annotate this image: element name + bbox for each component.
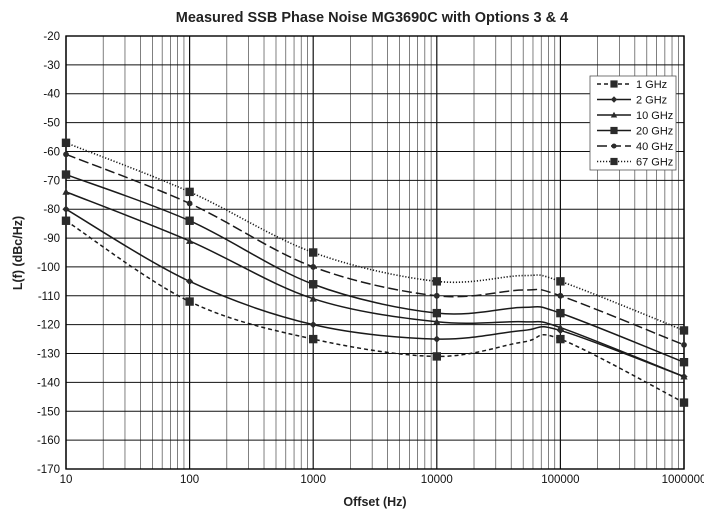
diamond-marker (62, 205, 70, 213)
square-marker (61, 216, 71, 225)
y-tick-label: -60 (43, 146, 60, 158)
y-tick-label: -120 (37, 320, 60, 332)
square-marker (185, 297, 194, 306)
circle-marker (186, 200, 193, 207)
legend-label: 10 GHz (636, 110, 673, 122)
y-tick-label: -80 (43, 204, 60, 216)
y-tick-label: -90 (43, 233, 60, 245)
circle-marker (611, 143, 617, 149)
legend-item: 10 GHz (597, 110, 673, 122)
series-10-ghz (62, 188, 688, 380)
legend-label: 40 GHz (636, 141, 673, 153)
square-marker (556, 308, 565, 318)
y-tick-label: -40 (43, 89, 60, 101)
circle-marker (557, 292, 564, 299)
triangle-marker (433, 318, 441, 325)
triangle-marker (680, 373, 688, 380)
square-marker (556, 334, 565, 344)
square-marker (185, 216, 194, 225)
square-marker (309, 248, 318, 257)
square-marker (309, 334, 318, 344)
y-tick-label: -100 (37, 262, 60, 274)
diamond-marker (309, 321, 317, 329)
y-tick-label: -170 (37, 464, 60, 476)
tick-labels: -20 -30 -40 -50 -60 -70 -80 -90 -100 -110 -120 -130… (37, 31, 704, 486)
legend-item: 40 GHz (597, 141, 673, 153)
circle-marker (681, 341, 687, 348)
diamond-marker (433, 335, 441, 343)
x-tick-label: 10 (60, 474, 73, 486)
square-marker (610, 126, 618, 135)
y-tick-label: -30 (43, 60, 60, 72)
legend-item: 2 GHz (597, 95, 667, 107)
square-marker (679, 326, 689, 335)
x-tick-label: 100000 (541, 474, 579, 486)
triangle-marker (556, 323, 564, 331)
grid (65, 35, 685, 470)
diamond-marker (186, 277, 194, 285)
y-tick-label: -140 (37, 377, 60, 389)
square-marker (679, 357, 689, 367)
series-67-ghz (61, 138, 689, 335)
x-axis-title: Offset (Hz) (343, 495, 406, 509)
square-marker (556, 277, 565, 286)
triangle-marker (62, 188, 70, 195)
chart-title: Measured SSB Phase Noise MG3690C with Op… (176, 10, 568, 26)
x-tick-label: 100 (180, 474, 199, 486)
legend-box (589, 75, 677, 171)
y-tick-label: -50 (43, 118, 60, 130)
square-marker (432, 352, 441, 361)
square-marker (610, 80, 618, 88)
legend: 1 GHz 2 GHz 10 GHz 20 GHz 40 GHz 67 GHz (589, 75, 677, 171)
triangle-marker (309, 295, 317, 302)
y-tick-label: -70 (43, 175, 60, 187)
x-tick-label: 1000 (300, 474, 326, 486)
square-marker (61, 170, 71, 179)
circle-marker (310, 264, 317, 270)
square-marker (309, 280, 318, 289)
x-tick-label: 10000 (421, 474, 453, 486)
y-tick-label: -20 (43, 31, 60, 43)
triangle-marker (186, 237, 194, 244)
circle-marker (433, 292, 440, 299)
legend-label: 2 GHz (636, 95, 667, 107)
y-tick-label: -130 (37, 349, 60, 361)
square-marker (432, 308, 441, 318)
square-marker (610, 157, 618, 166)
series-layer (61, 138, 689, 407)
series-line (65, 220, 685, 404)
legend-label: 20 GHz (636, 126, 673, 138)
series-1-ghz (61, 216, 689, 407)
y-tick-label: -150 (37, 406, 60, 418)
legend-label: 1 GHz (636, 79, 667, 91)
square-marker (185, 187, 194, 197)
y-tick-label: -160 (37, 435, 60, 447)
square-marker (432, 277, 441, 286)
square-marker (61, 138, 71, 148)
series-20-ghz (61, 170, 689, 367)
x-tick-label: 1000000 (662, 474, 704, 486)
square-marker (679, 398, 689, 407)
legend-label: 67 GHz (636, 157, 673, 169)
diamond-marker (610, 96, 618, 103)
triangle-marker (610, 111, 618, 118)
plot-frame (65, 35, 685, 470)
legend-item: 67 GHz (597, 157, 673, 169)
series-40-ghz (63, 151, 687, 348)
legend-item: 1 GHz (597, 79, 667, 91)
y-tick-label: -110 (38, 291, 60, 303)
y-axis-title: L(f) (dBc/Hz) (11, 216, 25, 290)
legend-item: 20 GHz (597, 126, 673, 138)
series-line (65, 153, 685, 346)
circle-marker (63, 151, 69, 158)
series-line (65, 173, 685, 363)
